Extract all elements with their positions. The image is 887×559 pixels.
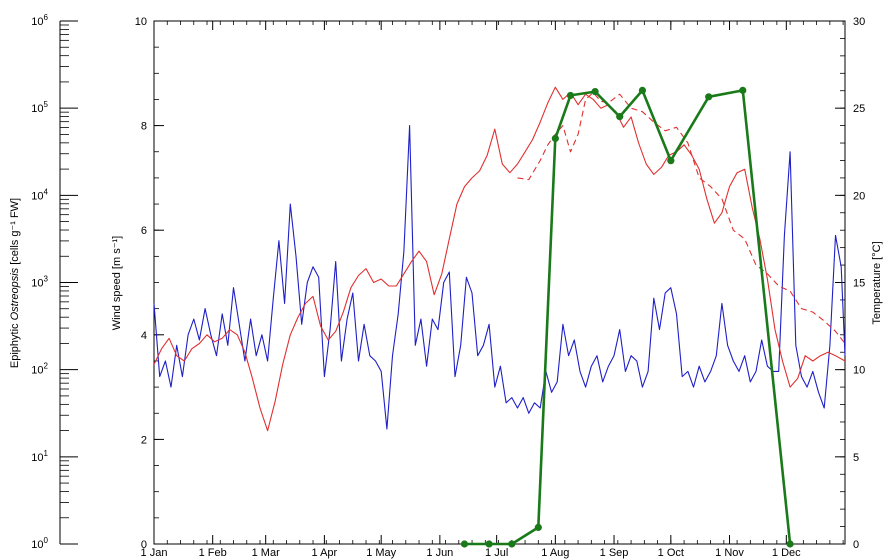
x-tick-label: 1 Feb <box>199 547 227 559</box>
temperature-axis-label: Temperature [°C] <box>871 241 883 324</box>
wind-speed-axis-label: Wind speed [m s⁻¹] <box>111 236 123 330</box>
temperature-line <box>153 86 846 432</box>
ostreopsis-point <box>616 113 624 121</box>
x-tick-label: 1 Sep <box>600 547 629 559</box>
ostreopsis-point <box>739 86 747 94</box>
temp-tick-label: 30 <box>853 16 865 28</box>
outer-tick-label: 104 <box>31 187 48 202</box>
wind-tick-label: 4 <box>141 330 147 342</box>
temp-tick-label: 0 <box>853 539 859 551</box>
series-layer <box>153 86 846 548</box>
outer-axis-label-prefix: Epiphytic <box>9 320 21 368</box>
plot-area-border <box>153 20 846 545</box>
x-tick-label: 1 Jul <box>485 547 508 559</box>
temperature-dashed-line <box>517 91 846 344</box>
wind-speed-line <box>153 125 846 430</box>
ostreopsis-point <box>460 540 469 548</box>
x-tick-label: 1 Mar <box>252 547 280 559</box>
ostreopsis-point <box>508 540 516 548</box>
outer-tick-label: 103 <box>31 275 48 290</box>
x-tick-label: 1 Jan <box>141 547 168 559</box>
ostreopsis-point <box>638 86 647 94</box>
temp-tick-label: 20 <box>853 190 865 202</box>
outer-tick-label: 101 <box>31 449 48 464</box>
wind-tick-label: 0 <box>141 539 147 551</box>
x-tick-label: 1 May <box>366 547 396 559</box>
x-tick-label: 1 Jun <box>426 547 453 559</box>
outer-tick-label: 106 <box>31 13 48 28</box>
x-tick-label: 1 Dec <box>772 547 801 559</box>
wind-tick-label: 10 <box>135 16 147 28</box>
x-tick-label: 1 Oct <box>658 547 684 559</box>
ostreopsis-line <box>464 89 792 546</box>
x-tick-label: 1 Apr <box>312 547 338 559</box>
ostreopsis-point <box>551 134 559 142</box>
ostreopsis-point <box>534 523 542 532</box>
wind-speed-axis: 0 2 4 6 8 10 <box>135 16 164 551</box>
outer-tick-label: 105 <box>31 100 48 115</box>
plot-frame <box>153 20 846 545</box>
ostreopsis-point <box>591 87 599 96</box>
wind-tick-label: 2 <box>141 434 147 446</box>
wind-tick-label: 6 <box>141 225 147 237</box>
temp-tick-label: 15 <box>853 278 865 290</box>
outer-axis-label: Epiphytic Ostreopsis [cells g⁻¹ FW] <box>9 198 21 368</box>
x-tick-label: 1 Aug <box>541 547 569 559</box>
temperature-axis: 0 5 10 15 20 25 30 <box>835 16 865 551</box>
wind-tick-label: 8 <box>141 121 147 133</box>
temp-tick-label: 25 <box>853 103 865 115</box>
outer-tick-label: 102 <box>31 362 48 377</box>
outer-log-axis: 100 101 102 103 104 105 106 <box>31 13 78 551</box>
ostreopsis-point <box>705 93 713 101</box>
x-axis: 1 Jan 1 Feb 1 Mar 1 Apr 1 May 1 Jun 1 Jul 1 Aug… <box>141 21 844 559</box>
temp-tick-label: 10 <box>853 365 865 377</box>
outer-axis-label-suffix: [cells g⁻¹ FW] <box>9 198 21 268</box>
ostreopsis-point <box>786 540 794 548</box>
outer-axis-label-italic: Ostreopsis <box>9 267 21 320</box>
temp-tick-label: 5 <box>853 452 859 464</box>
ostreopsis-point <box>566 91 575 100</box>
outer-tick-label: 100 <box>31 536 48 551</box>
ostreopsis-point <box>667 157 675 165</box>
x-tick-label: 1 Nov <box>715 547 744 559</box>
ostreopsis-point <box>485 540 493 548</box>
